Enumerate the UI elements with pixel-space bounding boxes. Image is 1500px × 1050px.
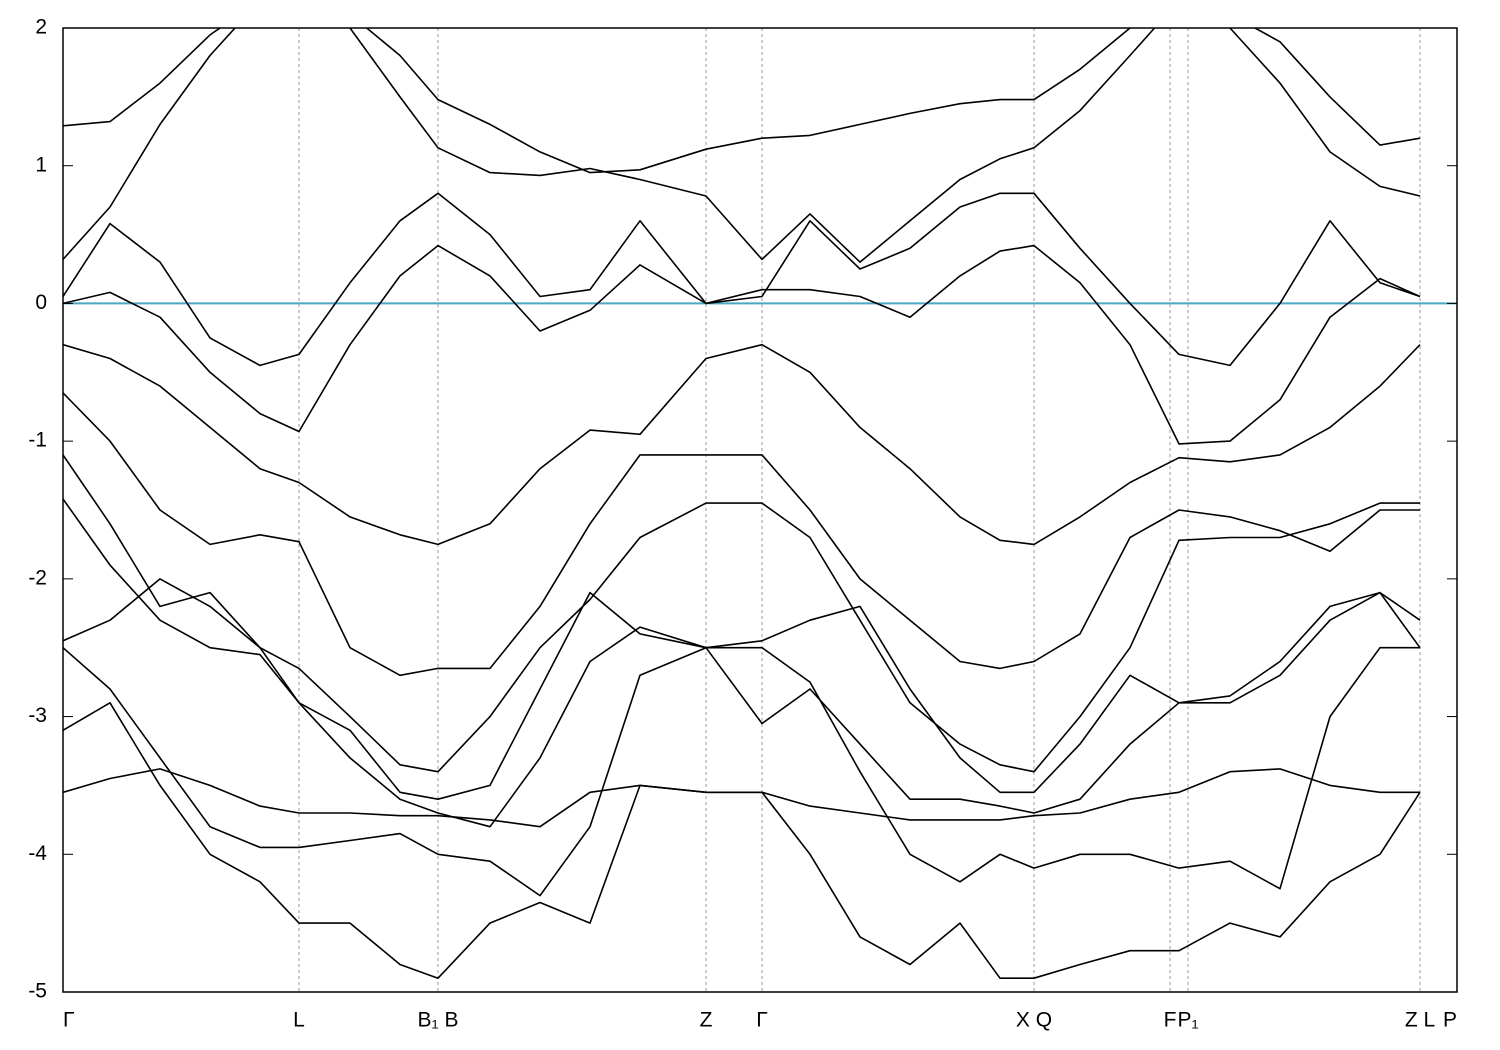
band-line (63, 392, 1420, 677)
y-tick-label: -1 (28, 429, 47, 452)
band-line (63, 578, 1421, 828)
x-tick-label: X Q (1016, 1009, 1052, 1032)
y-tick-label: -2 (28, 566, 47, 589)
y-tick-label: -4 (28, 842, 47, 865)
band-line (63, 28, 1421, 263)
y-tick-label: 0 (35, 291, 47, 314)
plot-area (63, 28, 1457, 992)
band-line (63, 498, 1421, 800)
band-line (63, 768, 1420, 828)
band-line (63, 454, 1420, 773)
x-tick-label: Γ (63, 1009, 75, 1032)
x-tick-label: L (293, 1009, 305, 1032)
band-line (63, 343, 1421, 546)
y-tick-label: 1 (35, 153, 47, 176)
x-tick-label: Γ (756, 1009, 768, 1032)
band-line (63, 646, 1420, 897)
y-tick-label: 2 (35, 16, 47, 39)
x-tick-label: P₁ (1177, 1009, 1198, 1032)
y-tick-label: -5 (28, 980, 47, 1003)
band-line (63, 702, 1421, 979)
x-tick-label: P (1443, 1009, 1457, 1032)
x-tick-label: B₁ B (418, 1009, 459, 1032)
x-tick-label: F (1164, 1009, 1177, 1032)
y-tick-label: -3 (28, 704, 47, 727)
band-line (63, 28, 1421, 174)
x-tick-label: Z (700, 1009, 713, 1032)
band-line (63, 244, 1421, 445)
band-line (63, 192, 1421, 367)
x-tick-label: Z L (1405, 1009, 1435, 1032)
plot-frame (62, 27, 1458, 993)
